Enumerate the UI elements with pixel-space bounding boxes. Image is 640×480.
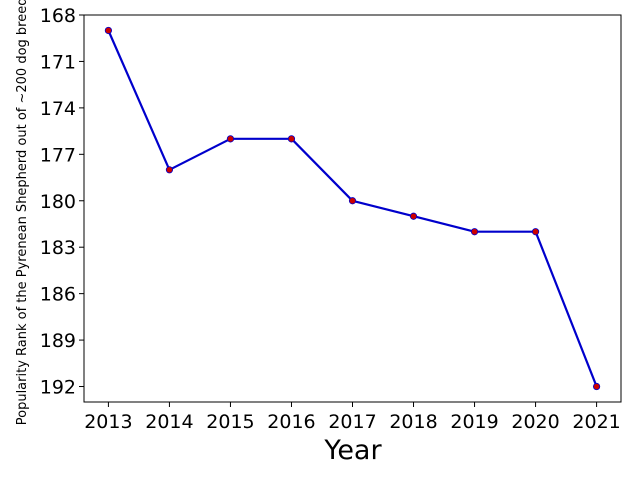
- x-tick-label: 2021: [572, 411, 620, 433]
- x-tick-label: 2015: [206, 411, 254, 433]
- y-tick-label: 174: [40, 98, 76, 120]
- y-axis: 168 171 174 177 180 183 186 189 192: [40, 5, 84, 399]
- data-point: [409, 212, 418, 220]
- x-tick-label: 2013: [84, 411, 132, 433]
- y-tick-label: 183: [40, 237, 76, 259]
- data-point: [287, 135, 296, 143]
- y-tick-label: 192: [40, 377, 76, 399]
- plot-area: [83, 14, 622, 403]
- y-tick-label: 189: [40, 330, 76, 352]
- data-point: [165, 166, 174, 174]
- x-axis: 2013 2014 2015 2016 2017 2018 2019 2020 2021: [84, 402, 621, 433]
- y-tick-label: 186: [40, 284, 76, 306]
- data-point: [104, 26, 113, 35]
- data-point: [348, 197, 357, 205]
- x-tick-label: 2020: [511, 411, 559, 433]
- x-axis-label: Year: [323, 435, 382, 466]
- x-tick-label: 2016: [267, 411, 315, 433]
- data-point: [531, 228, 540, 236]
- series-layer: [104, 26, 601, 391]
- x-tick-label: 2017: [328, 411, 376, 433]
- y-tick-label: 177: [40, 144, 76, 166]
- x-tick-label: 2018: [389, 411, 437, 433]
- data-point: [470, 228, 479, 236]
- y-axis-label: Popularity Rank of the Pyrenean Shepherd…: [15, 0, 30, 425]
- y-tick-label: 171: [40, 51, 76, 73]
- data-point: [226, 135, 235, 143]
- data-point: [592, 382, 601, 391]
- x-tick-label: 2019: [450, 411, 498, 433]
- x-tick-label: 2014: [145, 411, 193, 433]
- y-tick-label: 180: [40, 191, 76, 213]
- y-tick-label: 168: [40, 5, 76, 27]
